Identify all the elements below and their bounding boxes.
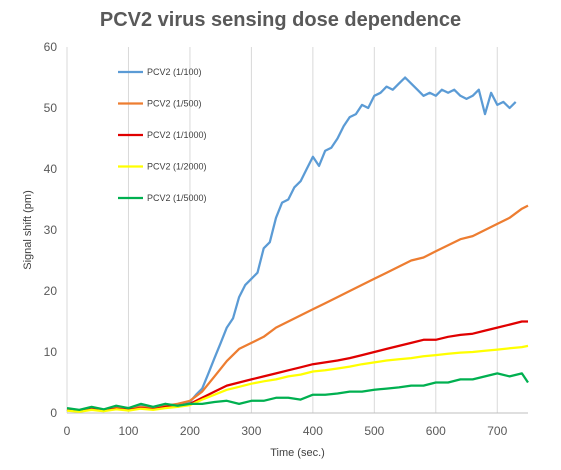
legend-label-5: PCV2 (1/5000) <box>147 193 207 203</box>
x-tick-label: 200 <box>180 424 200 438</box>
series-line-5 <box>66 372 529 412</box>
y-tick-label: 30 <box>44 223 58 237</box>
legend-label-2: PCV2 (1/500) <box>147 99 202 109</box>
series-lines <box>66 76 529 413</box>
grid-lines <box>127 47 498 413</box>
x-tick-label: 300 <box>241 424 261 438</box>
series-line-3 <box>66 320 528 413</box>
series-line-4 <box>66 344 529 413</box>
x-tick-label: 100 <box>118 424 138 438</box>
y-axis-title: Signal shift (pm) <box>22 190 34 269</box>
y-tick-label: 20 <box>44 284 58 298</box>
legend-label-1: PCV2 (1/100) <box>147 67 202 77</box>
x-tick-label: 400 <box>303 424 323 438</box>
legend: PCV2 (1/100) PCV2 (1/500) PCV2 (1/1000) PCV… <box>118 67 207 203</box>
x-tick-label: 700 <box>487 424 507 438</box>
y-tick-label: 0 <box>50 406 57 420</box>
y-tick-label: 10 <box>44 345 58 359</box>
x-axis-title: Time (sec.) <box>270 447 325 459</box>
legend-label-3: PCV2 (1/1000) <box>147 130 207 140</box>
x-tick-label: 600 <box>426 424 446 438</box>
legend-label-4: PCV2 (1/2000) <box>147 162 207 172</box>
axes: 0 100 200 300 400 500 600 700 0 10 20 30 40 50 60 <box>44 40 528 438</box>
series-line-2 <box>66 204 529 413</box>
x-tick-label: 500 <box>364 424 384 438</box>
chart-title: PCV2 virus sensing dose dependence <box>99 9 462 31</box>
y-tick-label: 40 <box>44 162 58 176</box>
x-tick-label: 0 <box>64 424 71 438</box>
y-tick-label: 50 <box>44 101 58 115</box>
y-tick-label: 60 <box>44 40 58 54</box>
